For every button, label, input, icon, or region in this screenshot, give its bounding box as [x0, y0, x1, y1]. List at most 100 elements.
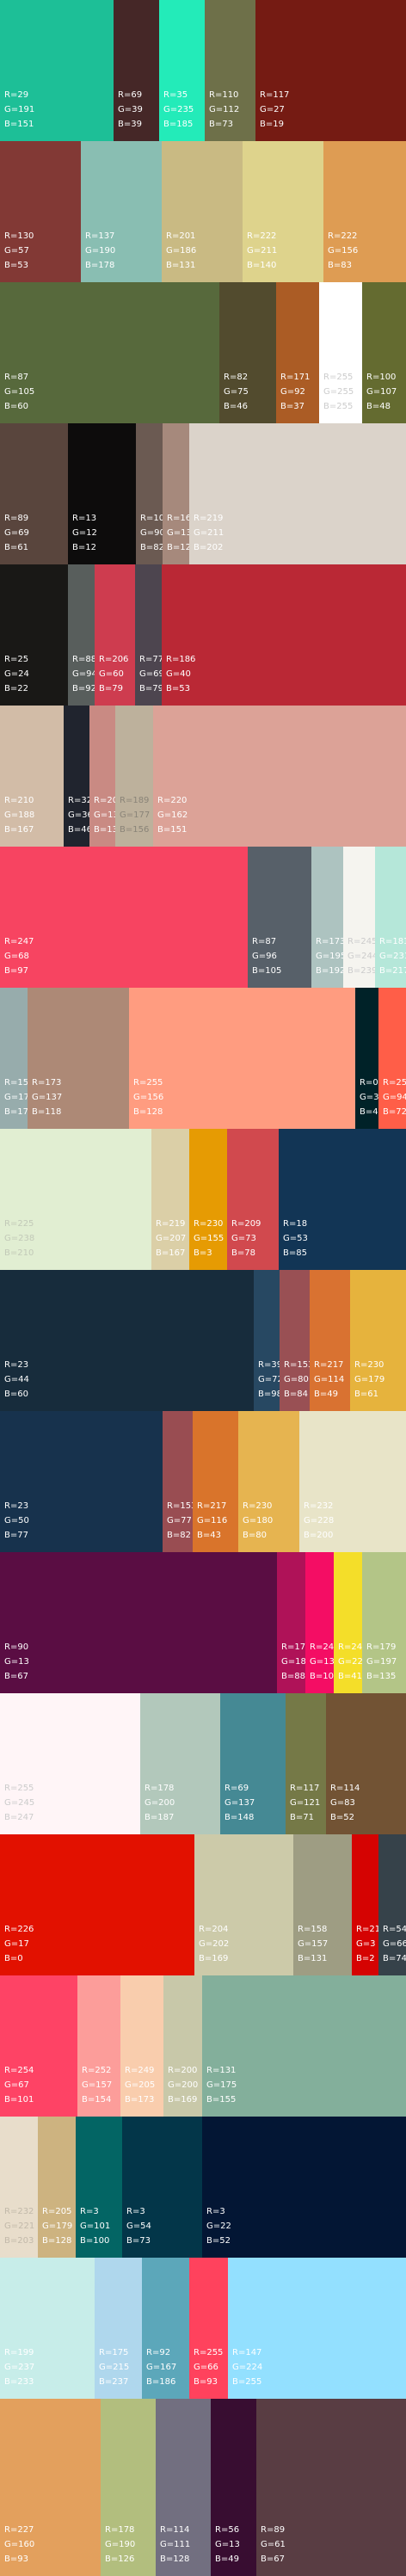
rgb-b-value: B=210 — [4, 1248, 34, 1258]
color-swatch: R=23 G=44 B=60 — [0, 1270, 254, 1411]
rgb-values: R=217 G=114 B=49 — [314, 1359, 344, 1401]
rgb-r-value: R=255 — [4, 1784, 34, 1793]
rgb-g-value: G=215 — [99, 2363, 130, 2372]
rgb-g-value: G=207 — [156, 1234, 187, 1243]
rgb-r-value: R=173 — [316, 937, 343, 946]
rgb-r-value: R=82 — [224, 373, 249, 382]
rgb-values: R=201 G=186 B=131 — [166, 231, 196, 272]
rgb-b-value: B=124 — [167, 543, 189, 552]
rgb-values: R=69 G=137 B=148 — [225, 1783, 255, 1824]
color-swatch: R=219 G=211 B=202 — [189, 423, 406, 564]
rgb-r-value: R=232 — [4, 2207, 34, 2216]
rgb-g-value: G=112 — [209, 105, 240, 114]
rgb-b-value: B=217 — [379, 966, 406, 976]
rgb-g-value: G=228 — [304, 1516, 335, 1525]
rgb-b-value: B=140 — [247, 261, 277, 270]
rgb-b-value: B=97 — [4, 966, 28, 976]
color-swatch: R=230 G=155 B=3 — [189, 1129, 227, 1270]
rgb-b-value: B=233 — [4, 2377, 34, 2387]
rgb-r-value: R=54 — [383, 1925, 406, 1934]
rgb-values: R=39 G=72 B=98 — [258, 1359, 280, 1401]
color-swatch: R=151 G=172 B=172 — [0, 988, 28, 1129]
rgb-g-value: G=69 — [4, 528, 29, 538]
rgb-values: R=0 G=34 B=40 — [360, 1077, 378, 1119]
rgb-b-value: B=186 — [146, 2377, 176, 2387]
color-swatch: R=186 G=40 B=53 — [162, 564, 406, 706]
rgb-g-value: G=224 — [232, 2363, 263, 2372]
rgb-b-value: B=192 — [316, 966, 343, 976]
rgb-r-value: R=90 — [4, 1642, 29, 1652]
rgb-b-value: B=178 — [85, 261, 115, 270]
rgb-values: R=3 G=101 B=100 — [80, 2206, 110, 2247]
color-swatch: R=32 G=36 B=46 — [64, 706, 89, 847]
rgb-g-value: G=54 — [126, 2222, 151, 2231]
rgb-g-value: G=222 — [338, 1657, 362, 1667]
rgb-r-value: R=255 — [323, 373, 354, 382]
rgb-b-value: B=39 — [118, 120, 142, 129]
rgb-values: R=171 G=92 B=37 — [280, 372, 310, 413]
rgb-b-value: B=128 — [160, 2554, 190, 2564]
rgb-r-value: R=35 — [163, 90, 188, 100]
rgb-b-value: B=154 — [82, 2095, 112, 2105]
color-swatch: R=173 G=195 B=192 — [311, 847, 343, 988]
rgb-values: R=179 G=197 B=135 — [366, 1642, 397, 1683]
color-swatch: R=217 G=116 B=43 — [193, 1411, 238, 1552]
rgb-g-value: G=137 — [225, 1798, 255, 1808]
rgb-values: R=117 G=27 B=19 — [260, 89, 289, 131]
rgb-values: R=87 G=105 B=60 — [4, 372, 34, 413]
color-swatch: R=232 G=228 B=200 — [299, 1411, 406, 1552]
rgb-values: R=56 G=13 B=49 — [215, 2524, 240, 2566]
rgb-g-value: G=69 — [139, 669, 162, 679]
rgb-g-value: G=121 — [290, 1798, 321, 1808]
rgb-values: R=114 G=83 B=52 — [330, 1783, 360, 1824]
rgb-g-value: G=17 — [4, 1939, 29, 1949]
rgb-values: R=107 G=90 B=82 — [140, 513, 163, 554]
color-swatch: R=199 G=237 B=233 — [0, 2258, 95, 2399]
rgb-g-value: G=155 — [194, 1234, 225, 1243]
rgb-b-value: B=185 — [163, 120, 194, 129]
color-swatch: R=153 G=77 B=82 — [163, 1411, 193, 1552]
rgb-r-value: R=92 — [146, 2348, 171, 2357]
rgb-g-value: G=190 — [85, 246, 116, 256]
rgb-values: R=131 G=175 B=155 — [206, 2065, 237, 2106]
rgb-g-value: G=75 — [224, 387, 249, 397]
rgb-g-value: G=13 — [310, 1657, 334, 1667]
rgb-b-value: B=173 — [125, 2095, 155, 2105]
rgb-g-value: G=94 — [72, 669, 95, 679]
rgb-g-value: G=105 — [4, 387, 35, 397]
rgb-values: R=35 G=235 B=185 — [163, 89, 194, 131]
color-swatch: R=247 G=68 B=97 — [0, 847, 248, 988]
rgb-g-value: G=24 — [4, 669, 29, 679]
rgb-r-value: R=230 — [194, 1219, 224, 1229]
rgb-b-value: B=49 — [314, 1390, 338, 1399]
rgb-g-value: G=180 — [243, 1516, 274, 1525]
rgb-g-value: G=156 — [133, 1093, 164, 1102]
rgb-g-value: G=195 — [316, 952, 343, 961]
rgb-values: R=137 G=190 B=178 — [85, 231, 115, 272]
palette-row: R=227 G=160 B=93 R=178 G=190 B=126 R=114 G=111 B… — [0, 2399, 406, 2576]
rgb-r-value: R=178 — [105, 2525, 135, 2535]
rgb-r-value: R=255 — [383, 1078, 406, 1088]
rgb-r-value: R=153 — [167, 1501, 193, 1511]
rgb-r-value: R=69 — [118, 90, 143, 100]
rgb-g-value: G=60 — [99, 669, 124, 679]
rgb-b-value: B=131 — [298, 1954, 328, 1963]
palette-row: R=247 G=68 B=97 R=87 G=96 B=105 R=173 G=195 B=19… — [0, 847, 406, 988]
rgb-g-value: G=137 — [167, 528, 189, 538]
rgb-b-value: B=0 — [4, 1954, 23, 1963]
rgb-g-value: G=39 — [118, 105, 143, 114]
rgb-b-value: B=85 — [283, 1248, 307, 1258]
rgb-b-value: B=88 — [281, 1672, 305, 1681]
rgb-values: R=158 G=157 B=131 — [298, 1924, 328, 1965]
rgb-r-value: R=87 — [252, 937, 277, 946]
rgb-b-value: B=98 — [258, 1390, 280, 1399]
palette-row: R=87 G=105 B=60 R=82 G=75 B=46 R=171 G=92 B=37 R=… — [0, 282, 406, 423]
color-swatch: R=87 G=96 B=105 — [248, 847, 311, 988]
rgb-g-value: G=200 — [145, 1798, 175, 1808]
rgb-r-value: R=213 — [356, 1925, 378, 1934]
rgb-r-value: R=201 — [166, 231, 196, 241]
rgb-values: R=230 G=155 B=3 — [194, 1218, 224, 1260]
rgb-values: R=226 G=17 B=0 — [4, 1924, 34, 1965]
palette-row: R=226 G=17 B=0 R=204 G=202 B=169 R=158 G=157 B=1… — [0, 1834, 406, 1975]
rgb-values: R=245 G=244 B=239 — [348, 936, 375, 977]
